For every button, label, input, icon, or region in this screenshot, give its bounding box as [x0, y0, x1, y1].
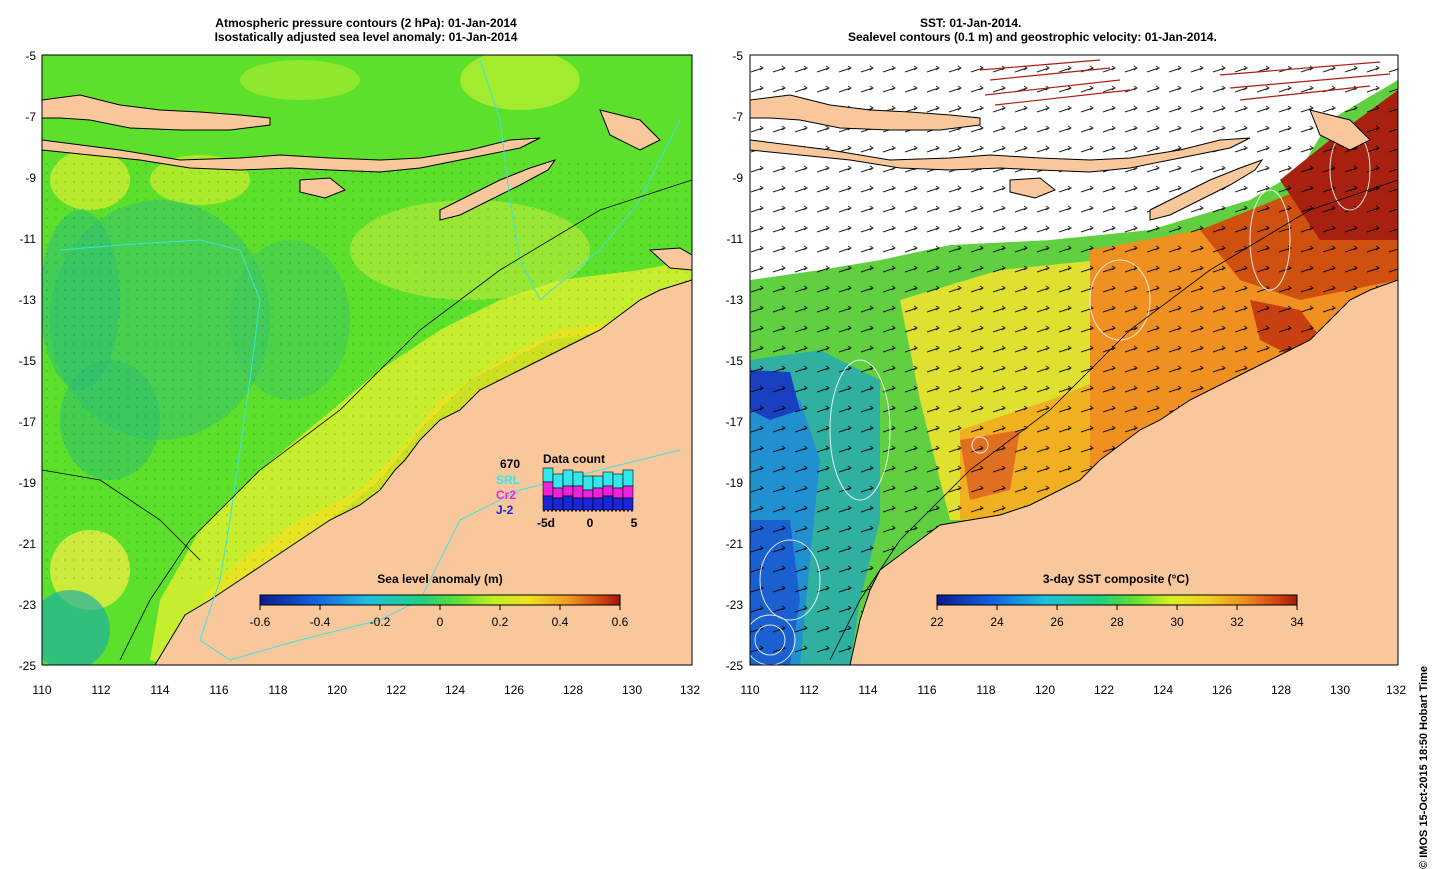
data-count-title: Data count: [543, 452, 605, 466]
left-panel: Atmospheric pressure contours (2 hPa): 0…: [19, 16, 701, 697]
lat-tick: -21: [726, 537, 744, 551]
lon-tick: 126: [1212, 683, 1232, 697]
lat-tick: -17: [726, 415, 744, 429]
left-lon-axis: 110 112 114 116 118 120 122 124 126 128 …: [32, 683, 700, 697]
lat-tick: -11: [20, 232, 37, 246]
lat-tick: -11: [727, 232, 744, 246]
lon-tick: 110: [740, 683, 759, 697]
left-title-line2: Isostatically adjusted sea level anomaly…: [215, 30, 518, 44]
lat-tick: -25: [726, 659, 744, 673]
lon-tick: 112: [799, 683, 818, 697]
right-title-line2: Sealevel contours (0.1 m) and geostrophi…: [848, 30, 1217, 44]
lat-tick: -25: [19, 659, 37, 673]
lat-tick: -13: [726, 293, 744, 307]
sst-colorbar-tick: 34: [1290, 615, 1304, 629]
data-count-total: 670: [500, 457, 520, 471]
sst-colorbar: 3-day SST composite (°C) 22 24 26 28 30 …: [930, 572, 1304, 629]
lon-tick: 132: [1386, 683, 1406, 697]
right-title-line1: SST: 01-Jan-2014.: [920, 16, 1021, 30]
lon-tick: 126: [504, 683, 524, 697]
right-map-area: [750, 55, 1398, 665]
lat-tick: -5: [732, 49, 743, 63]
lon-tick: 112: [91, 683, 110, 697]
right-lon-axis: 110 112 114 116 118 120 122 124 126 128 …: [740, 683, 1406, 697]
lon-tick: 128: [563, 683, 583, 697]
land-timor: [439, 159, 557, 221]
lat-tick: -21: [19, 537, 37, 551]
lat-tick: -5: [25, 49, 36, 63]
right-lat-axis: -5 -7 -9 -11 -13 -15 -17 -19 -21 -23 -25: [726, 49, 744, 673]
figure: Atmospheric pressure contours (2 hPa): 0…: [19, 16, 1407, 697]
lat-tick: -15: [726, 354, 744, 368]
lat-tick: -19: [726, 476, 744, 490]
lon-tick: 120: [1035, 683, 1055, 697]
left-title-line1: Atmospheric pressure contours (2 hPa): 0…: [215, 16, 517, 30]
lat-tick: -13: [19, 293, 37, 307]
sst-colorbar-tick: 26: [1050, 615, 1064, 629]
lon-tick: 114: [150, 683, 169, 697]
data-count-bars: [542, 467, 634, 511]
lon-tick: 132: [680, 683, 700, 697]
sla-colorbar-tick: 0: [437, 615, 444, 629]
lon-tick: 130: [622, 683, 642, 697]
sst-colorbar-tick: 30: [1170, 615, 1184, 629]
left-map-area: [42, 55, 692, 665]
land-java: [42, 94, 271, 131]
mission-label-cr2: Cr2: [496, 488, 516, 502]
lat-tick: -7: [25, 110, 36, 124]
sst-colorbar-bar: [936, 594, 1298, 606]
mission-label-j2: J-2: [496, 503, 514, 517]
data-count-xtick: 0: [587, 516, 594, 530]
lat-tick: -17: [19, 415, 37, 429]
sla-colorbar-tick: 0.6: [612, 615, 629, 629]
data-count-xtick: 5: [631, 516, 638, 530]
land-australia: [154, 279, 692, 665]
lon-tick: 120: [327, 683, 347, 697]
sst-colorbar-tick: 32: [1230, 615, 1244, 629]
lat-tick: -7: [732, 110, 743, 124]
lat-tick: -19: [19, 476, 37, 490]
lon-tick: 122: [1094, 683, 1114, 697]
lon-tick: 130: [1330, 683, 1350, 697]
lon-tick: 114: [858, 683, 877, 697]
lon-tick: 116: [209, 683, 228, 697]
lon-tick: 110: [32, 683, 51, 697]
lat-tick: -15: [19, 354, 37, 368]
sst-colorbar-tick: 24: [990, 615, 1004, 629]
sla-colorbar-tick: -0.2: [370, 615, 391, 629]
land-lesser-sunda: [42, 137, 541, 173]
data-count-inset: 670 Data count SRL Cr2 J-2: [496, 452, 638, 530]
lon-tick: 124: [1153, 683, 1173, 697]
lon-tick: 118: [976, 683, 995, 697]
bathymetry-contour: [59, 239, 681, 661]
mission-label-srl: SRL: [496, 473, 520, 487]
sla-colorbar: Sea level anomaly (m) -0.6 -0.4 -0.2 0 0…: [250, 572, 629, 629]
lat-tick: -9: [25, 171, 36, 185]
lat-tick: -23: [726, 598, 744, 612]
right-panel: SST: 01-Jan-2014. Sealevel contours (0.1…: [726, 16, 1407, 697]
data-count-xtick: -5d: [537, 516, 555, 530]
sst-colorbar-title: 3-day SST composite (°C): [1043, 572, 1189, 586]
sla-colorbar-title: Sea level anomaly (m): [377, 572, 502, 586]
left-lat-axis: -5 -7 -9 -11 -13 -15 -17 -19 -21 -23 -25: [19, 49, 37, 673]
lon-tick: 122: [386, 683, 406, 697]
lat-tick: -9: [732, 171, 743, 185]
lon-tick: 118: [268, 683, 287, 697]
lat-tick: -23: [19, 598, 37, 612]
lon-tick: 116: [917, 683, 936, 697]
right-map-frame: [749, 54, 1399, 666]
credit-text: © IMOS 15-Oct-2015 18:50 Hobart Time: [1418, 666, 1430, 869]
sla-colorbar-tick: 0.4: [552, 615, 569, 629]
lon-tick: 124: [445, 683, 465, 697]
sst-colorbar-tick: 28: [1110, 615, 1124, 629]
land-australia-sst: [849, 279, 1398, 665]
left-map-frame: [41, 54, 693, 666]
sla-colorbar-tick: -0.6: [250, 615, 271, 629]
sst-colorbar-tick: 22: [930, 615, 944, 629]
lon-tick: 128: [1271, 683, 1291, 697]
sla-colorbar-tick: 0.2: [492, 615, 509, 629]
sla-colorbar-bar: [259, 594, 621, 606]
sla-colorbar-tick: -0.4: [310, 615, 331, 629]
